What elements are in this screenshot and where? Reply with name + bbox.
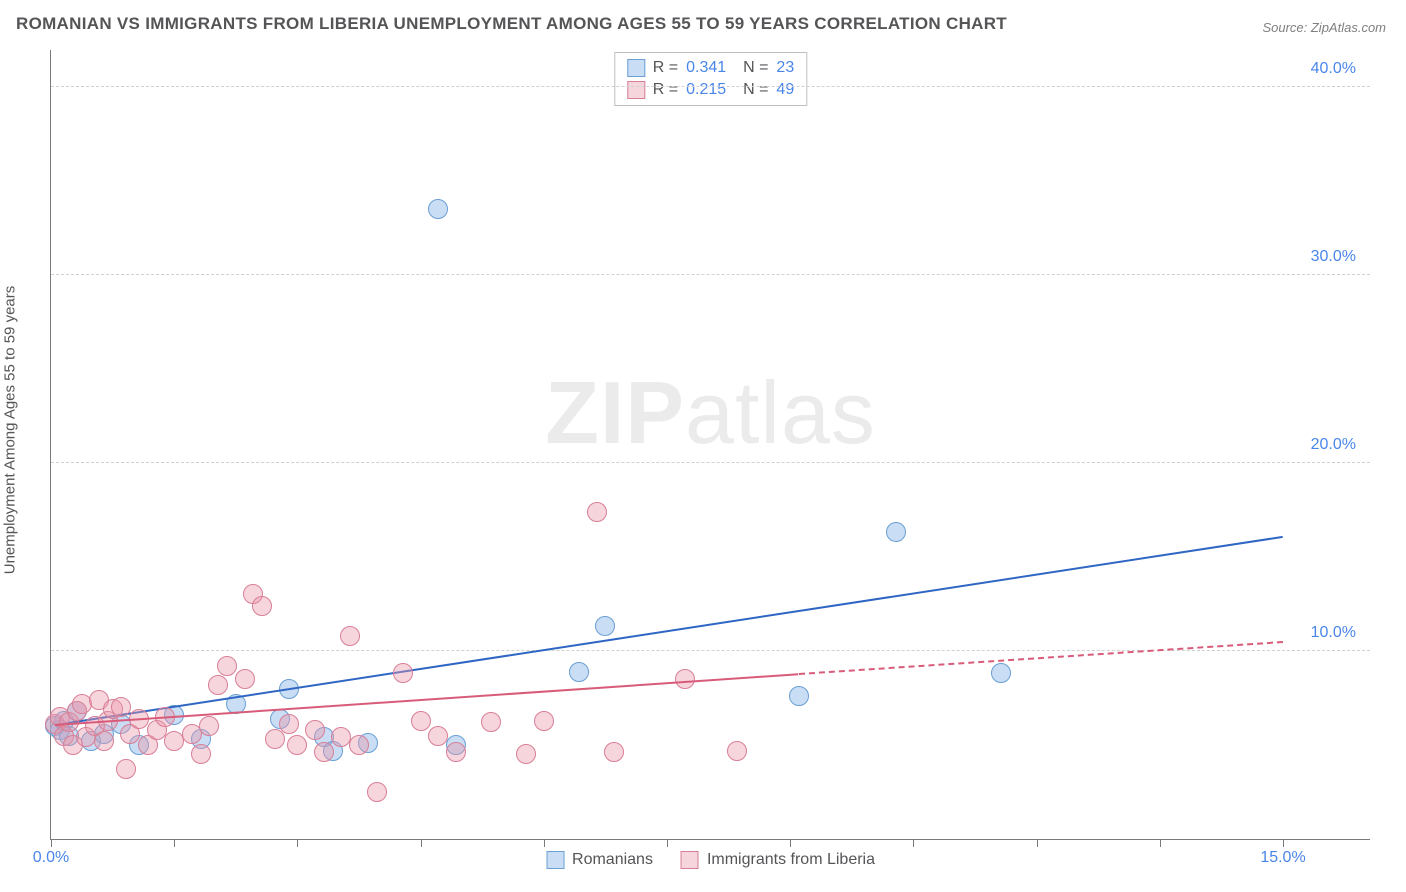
data-point-liberia <box>235 669 255 689</box>
legend-item-liberia: Immigrants from Liberia <box>681 851 875 869</box>
y-tick-label: 40.0% <box>1311 60 1356 78</box>
x-tick-label: 0.0% <box>33 849 69 867</box>
x-tick <box>913 839 914 847</box>
data-point-liberia <box>199 716 219 736</box>
x-tick-label: 15.0% <box>1260 849 1305 867</box>
data-point-romanians <box>991 663 1011 683</box>
data-point-liberia <box>481 712 501 732</box>
legend-row-romanians: R = 0.341 N = 23 <box>627 57 794 79</box>
data-point-liberia <box>349 735 369 755</box>
gridline <box>51 462 1370 463</box>
data-point-liberia <box>534 711 554 731</box>
trend-line <box>55 536 1283 726</box>
y-axis-label: Unemployment Among Ages 55 to 59 years <box>2 286 19 575</box>
x-tick <box>421 839 422 847</box>
y-tick-label: 30.0% <box>1311 248 1356 266</box>
data-point-liberia <box>279 714 299 734</box>
data-point-liberia <box>217 656 237 676</box>
data-point-liberia <box>446 742 466 762</box>
data-point-liberia <box>314 742 334 762</box>
data-point-romanians <box>595 616 615 636</box>
x-tick <box>667 839 668 847</box>
x-tick <box>1037 839 1038 847</box>
plot-area: ZIPatlas R = 0.341 N = 23R = 0.215 N = 4… <box>50 50 1370 840</box>
data-point-liberia <box>393 663 413 683</box>
data-point-liberia <box>208 675 228 695</box>
data-point-liberia <box>111 697 131 717</box>
series-legend: Romanians Immigrants from Liberia <box>546 851 875 869</box>
x-tick <box>544 839 545 847</box>
data-point-liberia <box>587 502 607 522</box>
data-point-romanians <box>569 662 589 682</box>
x-tick <box>174 839 175 847</box>
legend-row-liberia: R = 0.215 N = 49 <box>627 79 794 101</box>
data-point-liberia <box>191 744 211 764</box>
x-tick <box>1160 839 1161 847</box>
data-point-liberia <box>727 741 747 761</box>
data-point-liberia <box>604 742 624 762</box>
data-point-liberia <box>340 626 360 646</box>
data-point-liberia <box>287 735 307 755</box>
x-tick <box>1283 839 1284 847</box>
x-tick <box>297 839 298 847</box>
data-point-romanians <box>886 522 906 542</box>
data-point-liberia <box>305 720 325 740</box>
data-point-liberia <box>516 744 536 764</box>
y-tick-label: 20.0% <box>1311 436 1356 454</box>
x-tick <box>790 839 791 847</box>
watermark: ZIPatlas <box>545 362 876 464</box>
data-point-romanians <box>428 199 448 219</box>
data-point-liberia <box>252 596 272 616</box>
gridline <box>51 86 1370 87</box>
data-point-liberia <box>116 759 136 779</box>
gridline <box>51 274 1370 275</box>
data-point-liberia <box>411 711 431 731</box>
data-point-liberia <box>367 782 387 802</box>
data-point-liberia <box>675 669 695 689</box>
correlation-legend: R = 0.341 N = 23R = 0.215 N = 49 <box>614 52 807 106</box>
y-tick-label: 10.0% <box>1311 624 1356 642</box>
source-attribution: Source: ZipAtlas.com <box>1262 20 1386 35</box>
chart-title: ROMANIAN VS IMMIGRANTS FROM LIBERIA UNEM… <box>16 14 1007 34</box>
data-point-liberia <box>94 731 114 751</box>
data-point-liberia <box>428 726 448 746</box>
x-tick <box>51 839 52 847</box>
data-point-romanians <box>789 686 809 706</box>
trend-line <box>799 641 1283 675</box>
legend-item-romanians: Romanians <box>546 851 653 869</box>
